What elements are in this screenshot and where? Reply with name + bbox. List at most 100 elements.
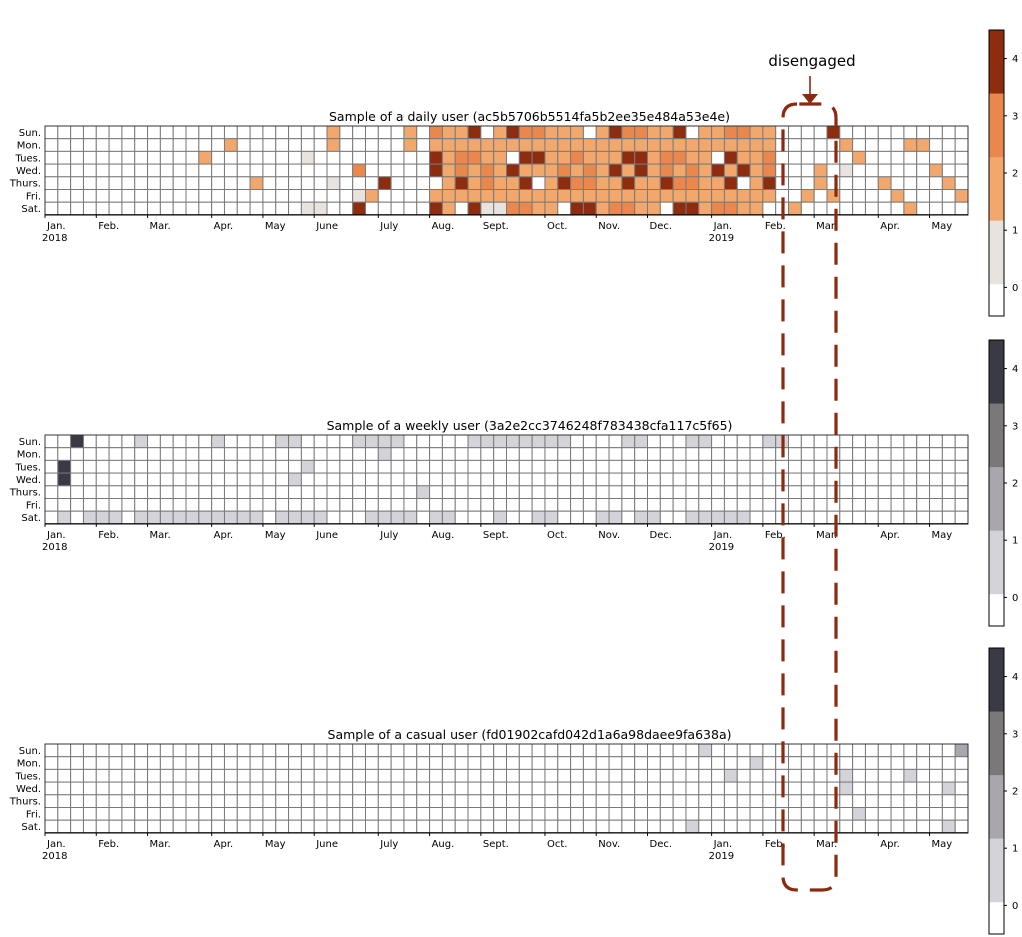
heatmap-cell xyxy=(698,189,713,203)
heatmap-cell xyxy=(223,138,238,152)
heatmap-cell xyxy=(159,138,174,152)
heatmap-cell xyxy=(134,176,149,191)
heatmap-cell xyxy=(70,163,84,178)
heatmap-cell xyxy=(223,743,238,758)
heatmap-cell xyxy=(608,189,623,203)
heatmap-cell xyxy=(929,498,943,512)
heatmap-cell xyxy=(108,485,123,499)
heatmap-cell xyxy=(364,125,379,140)
heatmap-cell xyxy=(364,201,379,216)
x-year-label: 2018 xyxy=(42,542,67,553)
heatmap-cell xyxy=(877,498,892,512)
y-tick-label: Mon. xyxy=(17,141,41,152)
heatmap-cell xyxy=(852,768,866,783)
heatmap-cell xyxy=(954,510,969,525)
heatmap-cell xyxy=(659,510,674,525)
heatmap-cell xyxy=(172,459,187,474)
heatmap-cell xyxy=(826,498,841,512)
x-tick-label: Oct. xyxy=(547,839,567,850)
heatmap-cell xyxy=(736,472,751,487)
heatmap-cell xyxy=(518,819,533,834)
heatmap-cell xyxy=(518,485,533,499)
heatmap-cell xyxy=(313,819,328,834)
heatmap-cell xyxy=(852,150,866,165)
heatmap-cell xyxy=(890,150,905,165)
heatmap-cell xyxy=(736,756,751,770)
colorbar-tick-label: 3 xyxy=(1012,421,1018,432)
x-tick-label: Mar. xyxy=(816,221,837,232)
heatmap-cell xyxy=(826,138,841,152)
heatmap-cell xyxy=(429,768,443,783)
heatmap-cell xyxy=(82,510,97,525)
heatmap-cell xyxy=(864,807,879,821)
heatmap-cell xyxy=(570,201,584,216)
heatmap-cell xyxy=(839,510,854,525)
heatmap-cell xyxy=(147,459,161,474)
heatmap-cell xyxy=(364,756,379,770)
heatmap-cell xyxy=(685,768,700,783)
heatmap-cell xyxy=(467,189,482,203)
heatmap-cell xyxy=(82,498,97,512)
heatmap-cell xyxy=(877,189,892,203)
heatmap-cell xyxy=(326,485,341,499)
heatmap-cell xyxy=(518,510,533,525)
heatmap-cell xyxy=(275,756,290,770)
heatmap-cell xyxy=(313,163,328,178)
heatmap-cell xyxy=(903,498,918,512)
heatmap-cell xyxy=(723,189,738,203)
heatmap-cell xyxy=(762,201,777,216)
heatmap-cell xyxy=(723,819,738,834)
heatmap-cell xyxy=(262,447,277,461)
heatmap-cell xyxy=(403,781,418,796)
heatmap-cell xyxy=(134,189,149,203)
heatmap-cell xyxy=(582,743,597,758)
heatmap-cell xyxy=(493,125,507,140)
heatmap-cell xyxy=(762,138,777,152)
colorbar-tick-label: 3 xyxy=(1012,111,1018,122)
heatmap-cell xyxy=(608,138,623,152)
heatmap-cell xyxy=(236,498,251,512)
heatmap-cell xyxy=(172,768,187,783)
heatmap-cell xyxy=(262,819,277,834)
heatmap-cell xyxy=(954,189,969,203)
heatmap-cell xyxy=(70,434,84,449)
heatmap-cell xyxy=(288,498,302,512)
heatmap-cell xyxy=(147,756,161,770)
colorbar-segment xyxy=(989,125,1004,158)
heatmap-cell xyxy=(493,434,507,449)
heatmap-cell xyxy=(672,472,687,487)
heatmap-cell xyxy=(800,819,815,834)
heatmap-cell xyxy=(711,138,725,152)
heatmap-cell xyxy=(916,498,931,512)
heatmap-cell xyxy=(493,150,507,165)
heatmap-cell xyxy=(364,138,379,152)
heatmap-cell xyxy=(480,447,495,461)
heatmap-cell xyxy=(416,756,431,770)
heatmap-cell xyxy=(493,447,507,461)
heatmap-cell xyxy=(198,794,213,808)
heatmap-cell xyxy=(429,807,443,821)
heatmap-cell xyxy=(57,163,72,178)
heatmap-cell xyxy=(672,510,687,525)
heatmap-cell xyxy=(429,485,443,499)
heatmap-cell xyxy=(941,756,956,770)
heatmap-cell xyxy=(749,201,764,216)
heatmap-cell xyxy=(749,150,764,165)
heatmap-cell xyxy=(941,498,956,512)
heatmap-cell xyxy=(480,434,495,449)
heatmap-cell xyxy=(172,743,187,758)
heatmap-cell xyxy=(890,125,905,140)
heatmap-cell xyxy=(185,819,200,834)
heatmap-cell xyxy=(467,459,482,474)
heatmap-cell xyxy=(441,819,456,834)
heatmap-cell xyxy=(621,807,636,821)
heatmap-cell xyxy=(929,138,943,152)
heatmap-cell xyxy=(634,447,649,461)
heatmap-cell xyxy=(223,781,238,796)
heatmap-cell xyxy=(57,472,72,487)
heatmap-cell xyxy=(57,447,72,461)
heatmap-cell xyxy=(44,485,59,499)
heatmap-cell xyxy=(403,176,418,191)
heatmap-cell xyxy=(300,163,315,178)
